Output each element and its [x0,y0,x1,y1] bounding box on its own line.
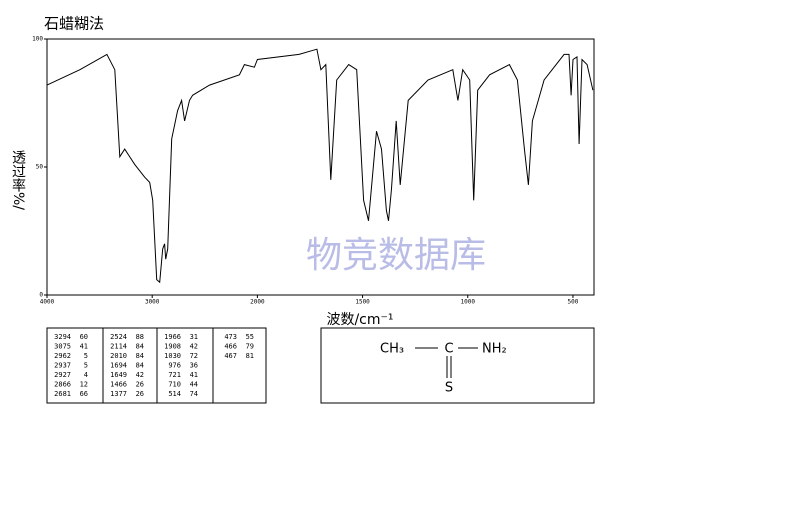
table-cell: 26 [136,390,144,398]
table-cell: 2927 [54,371,71,379]
table-cell: 1966 [164,333,181,341]
y-axis-label: 透过率%/ [10,150,26,210]
table-cell: 72 [190,352,198,360]
table-cell: 710 [168,381,181,389]
table-cell: 467 [224,352,237,360]
table-cell: 514 [168,390,181,398]
table-cell: 1908 [164,343,181,351]
table-cell: 4 [84,371,88,379]
x-tick-label: 2000 [250,299,265,306]
table-cell: 26 [136,381,144,389]
y-tick-label: 0 [39,292,43,299]
table-cell: 41 [80,343,88,351]
table-cell: 84 [136,343,144,351]
table-cell: 1466 [110,381,127,389]
table-cell: 42 [190,343,198,351]
x-tick-label: 3000 [145,299,160,306]
x-tick-label: 4000 [40,299,55,306]
table-cell: 3075 [54,343,71,351]
y-tick-label: 50 [36,164,44,171]
y-tick-label: 100 [32,36,43,43]
table-cell: 31 [190,333,198,341]
watermark: 物竞数据库 [306,235,486,276]
table-cell: 473 [224,333,237,341]
table-cell: 2010 [110,352,127,360]
table-cell: 2524 [110,333,127,341]
table-cell: 2937 [54,362,71,370]
structure-atom: S [445,381,453,396]
table-cell: 41 [190,371,198,379]
table-cell: 1030 [164,352,181,360]
table-cell: 84 [136,362,144,370]
structure-group: NH₂ [482,342,507,357]
table-cell: 2866 [54,381,71,389]
table-cell: 1377 [110,390,127,398]
table-cell: 42 [136,371,144,379]
table-cell: 976 [168,362,181,370]
table-cell: 12 [80,381,88,389]
table-cell: 88 [136,333,144,341]
x-tick-label: 1500 [355,299,370,306]
structure-box [320,327,595,404]
structure-group: CH₃ [380,342,404,357]
table-cell: 55 [246,333,254,341]
chart-title: 石蜡糊法 [44,15,104,33]
table-cell: 466 [224,343,237,351]
table-cell: 1694 [110,362,127,370]
x-axis-label: 波数/cm⁻¹ [326,312,393,328]
table-cell: 81 [246,352,254,360]
table-cell: 60 [80,333,88,341]
spectrum-line [46,48,594,284]
x-tick-label: 500 [568,299,579,306]
table-cell: 84 [136,352,144,360]
table-cell: 44 [190,381,198,389]
table-cell: 1649 [110,371,127,379]
table-cell: 5 [84,362,88,370]
table-cell: 79 [246,343,254,351]
table-cell: 36 [190,362,198,370]
table-cell: 721 [168,371,181,379]
structure-atom: C [444,342,453,357]
table-cell: 3294 [54,333,71,341]
table-cell: 2962 [54,352,71,360]
table-cell: 66 [80,390,88,398]
table-cell: 2114 [110,343,127,351]
x-tick-label: 1000 [461,299,476,306]
table-cell: 74 [190,390,198,398]
table-cell: 5 [84,352,88,360]
table-cell: 2681 [54,390,71,398]
